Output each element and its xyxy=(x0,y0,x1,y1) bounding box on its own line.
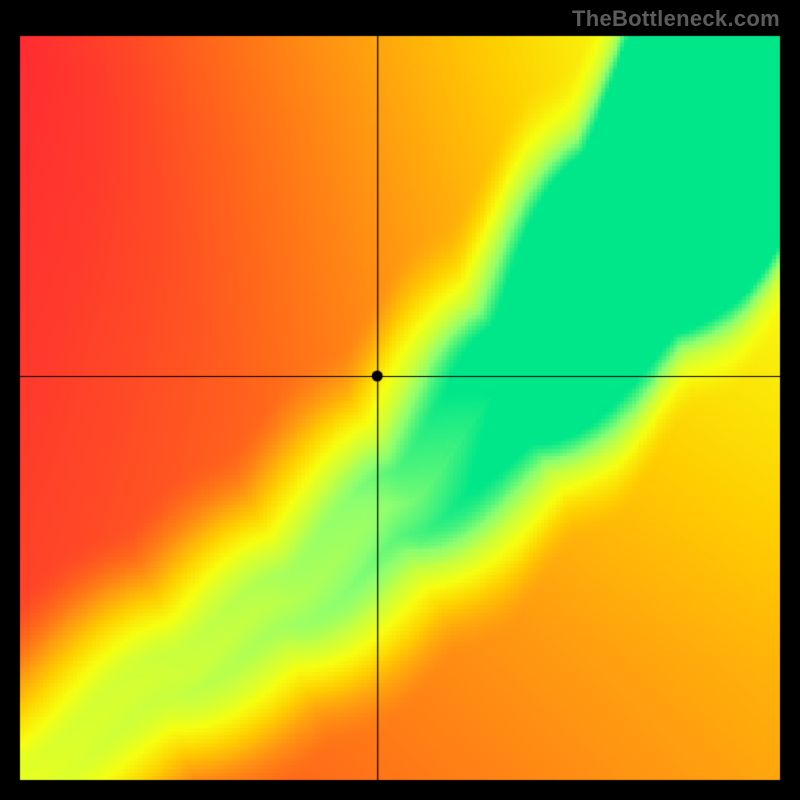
chart-container: TheBottleneck.com xyxy=(0,0,800,800)
watermark-label: TheBottleneck.com xyxy=(572,6,780,32)
bottleneck-heatmap xyxy=(0,0,800,800)
